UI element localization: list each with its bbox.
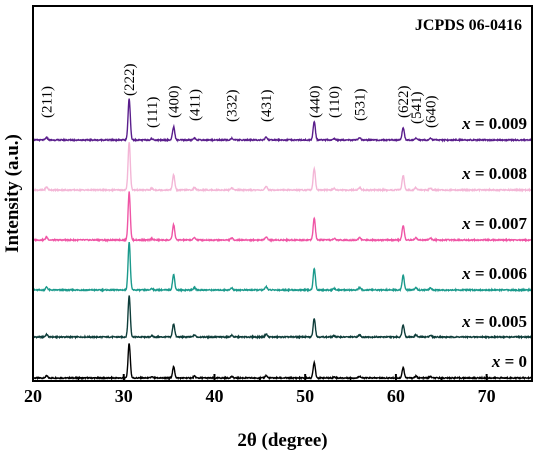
- y-axis-label: Intensity (a.u.): [2, 134, 23, 253]
- series-label: x = 0.006: [461, 264, 527, 283]
- x-tick-label: 70: [478, 386, 496, 406]
- series-line: [32, 142, 533, 193]
- x-tick-label: 20: [24, 386, 42, 406]
- peak-label: (400): [167, 86, 183, 119]
- peak-label: (531): [353, 89, 369, 122]
- peak-label: (332): [225, 90, 241, 123]
- series-label: x = 0.008: [461, 164, 527, 183]
- series-label: x = 0: [491, 352, 527, 371]
- peak-label: (111): [145, 97, 161, 128]
- plot-frame: [32, 5, 533, 382]
- peak-label: (431): [259, 90, 275, 123]
- series-label: x = 0.007: [461, 214, 527, 233]
- x-axis-label: 2θ (degree): [237, 430, 327, 451]
- series-line: [32, 241, 533, 293]
- peak-label: (211): [40, 86, 56, 118]
- series-labels: x = 0 x = 0.005 x = 0.006 x = 0.007 x = 0.00…: [461, 114, 527, 371]
- series-line: [32, 98, 532, 143]
- peak-label: (110): [327, 86, 343, 118]
- series-label: x = 0.005: [461, 312, 527, 331]
- peak-label: (622): [396, 86, 412, 119]
- peak-label: (541): [409, 92, 425, 125]
- x-tick-label: 50: [296, 386, 314, 406]
- series-line: [32, 295, 533, 340]
- series-line: [32, 343, 532, 381]
- peak-label: (640): [423, 96, 439, 129]
- x-tick-label: 60: [387, 386, 405, 406]
- peak-labels: (211) (222) (111) (400) (411) (332) (431) (440)…: [40, 64, 440, 129]
- x-tick-label: 40: [205, 386, 223, 406]
- axis-ticks: 20 30 40 50 60 70: [24, 374, 496, 406]
- peak-label: (222): [122, 64, 138, 97]
- peak-label: (411): [188, 89, 204, 121]
- plot-area: [32, 98, 533, 381]
- x-tick-label: 30: [115, 386, 133, 406]
- peak-label: (440): [307, 86, 323, 119]
- series-label: x = 0.009: [461, 114, 527, 133]
- jcpds-annotation: JCPDS 06-0416: [415, 17, 522, 34]
- series-line: [32, 191, 533, 243]
